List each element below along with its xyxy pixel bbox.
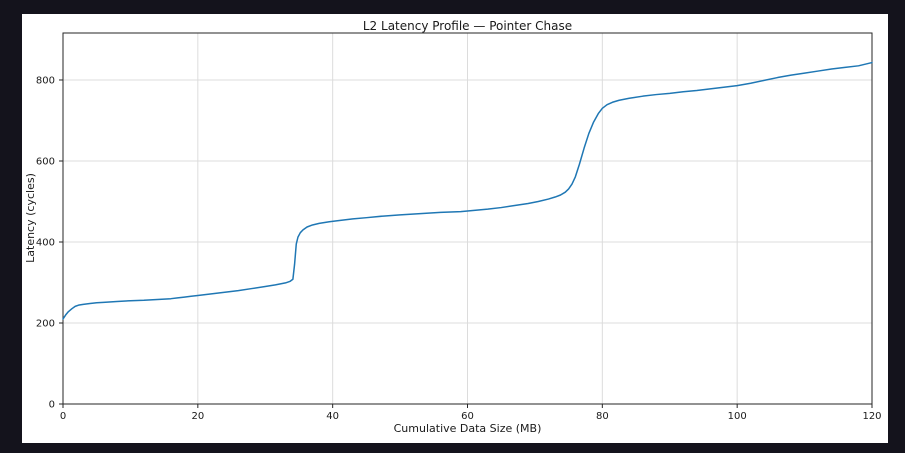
tick-label-y-600: 600 [36,156,55,167]
latency-series-line [62,61,873,320]
tick-label-x-0: 0 [60,411,66,422]
y-axis-label: Latency (cycles) [24,173,37,263]
tick-label-x-120: 120 [862,411,881,422]
tick-label-x-80: 80 [596,411,609,422]
tick-label-x-40: 40 [326,411,339,422]
tick-label-y-0: 0 [49,400,55,411]
tick-label-y-800: 800 [36,75,55,86]
axis-ticks [59,79,873,408]
matplotlib-figure: 0 20 40 60 80 100 120 0 200 400 600 800 L2 Latency … [22,14,888,443]
axes-frame [62,32,873,405]
tick-labels: 0 20 40 60 80 100 120 0 200 400 600 800 [36,75,882,422]
x-axis-label: Cumulative Data Size (MB) [394,422,542,435]
tick-label-y-200: 200 [36,318,55,329]
tick-label-x-60: 60 [461,411,474,422]
gridlines [62,33,873,405]
chart-title: L2 Latency Profile — Pointer Chase [363,19,572,33]
tick-label-x-20: 20 [191,411,204,422]
tick-label-x-100: 100 [728,411,747,422]
latency-line-chart: 0 20 40 60 80 100 120 0 200 400 600 800 L2 Latency … [24,19,882,435]
tick-label-y-400: 400 [36,237,55,248]
